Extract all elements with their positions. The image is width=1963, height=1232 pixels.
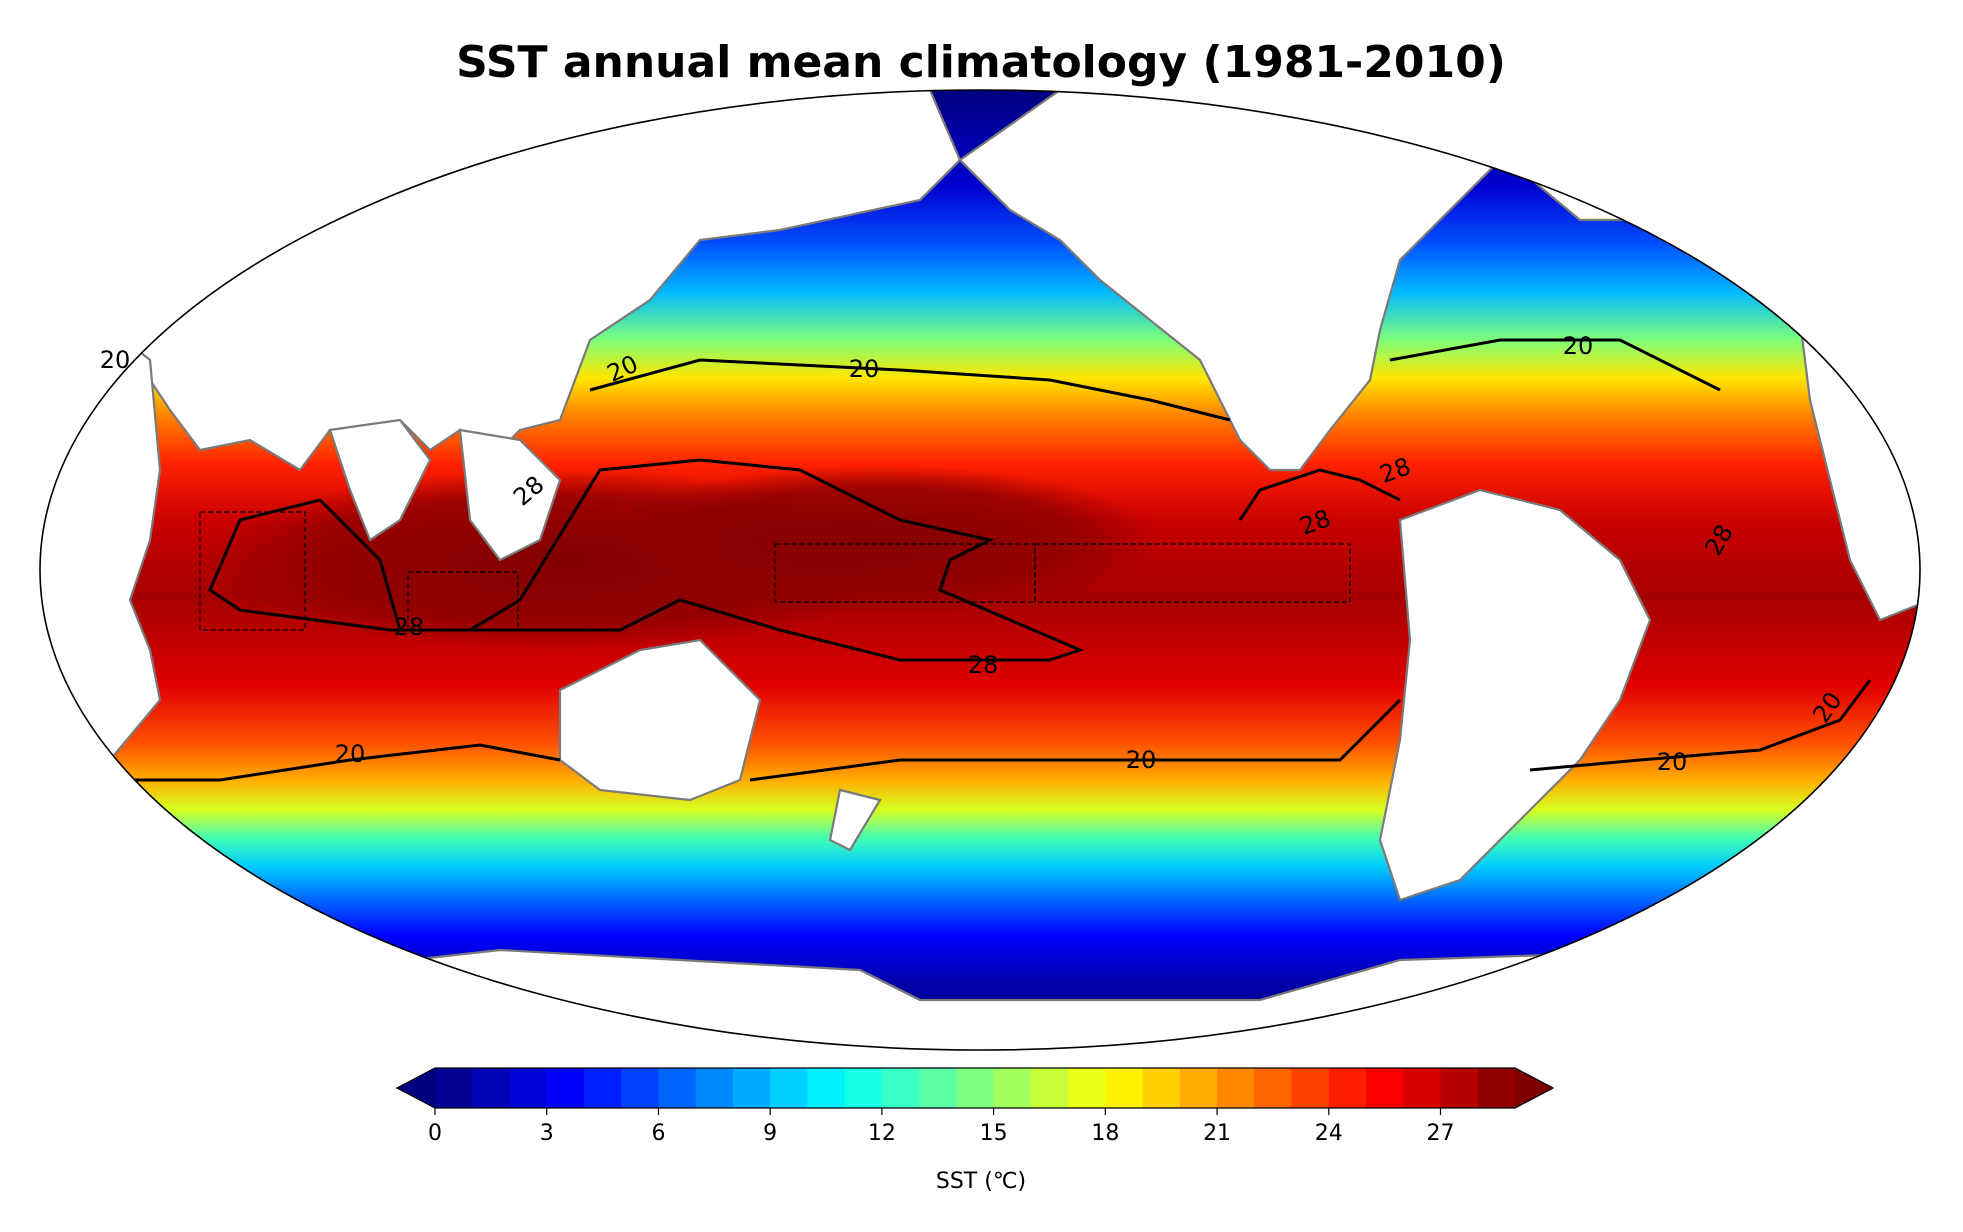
contour-28-warm-pool [208,458,1085,662]
contour-20-north-atlantic [1389,338,1721,392]
southeast-asia-landmass [458,428,562,562]
colorbar-segment [583,1068,622,1108]
map-area [40,90,1920,1050]
contour-label: 20 [849,355,880,383]
colorbar-segment [807,1068,846,1108]
contour-28-east-pacific [1238,468,1401,521]
colorbar-segment [844,1068,883,1108]
colorbar-ticks: 0 3 6 9 12 15 18 21 24 27 [428,1108,1455,1146]
colorbar-segment [435,1068,473,1108]
colorbar-tick-label: 6 [651,1121,665,1146]
colorbar-extend-min [397,1068,435,1108]
colorbar-tick-label: 3 [540,1121,554,1146]
south-america-landmass [1378,488,1652,902]
colorbar-segment [1291,1068,1330,1108]
colorbar-segment [472,1068,511,1108]
colorbar-segment [1366,1068,1404,1108]
contour-label: 20 [1563,332,1594,360]
colorbar-segment [770,1068,809,1108]
colorbar-tick-label: 0 [428,1121,442,1146]
pacific-warm-pool [600,465,1160,615]
contour-label: 28 [394,613,425,641]
colorbar-tick-label: 18 [1091,1121,1119,1146]
colorbar-segment [1217,1068,1255,1108]
contour-20-south-atlantic [1529,679,1872,772]
contour-20-north [589,358,1231,422]
colorbar-outline [395,1067,1555,1109]
map-title: SST annual mean climatology (1981-2010) [456,37,1506,88]
colorbar-tick-label: 21 [1203,1121,1231,1146]
contour-label: 20 [1126,746,1157,774]
contour-20-south-pacific [749,698,1402,782]
new-zealand [828,788,882,852]
contour-20-south [110,743,561,782]
colorbar-segment [1142,1068,1181,1108]
colorbar-segment [919,1068,957,1108]
colorbar-segment [695,1068,734,1108]
colorbar-label: SST (℃) [936,1169,1026,1194]
colorbar-tick-label: 9 [763,1121,777,1146]
box-western-indian-ocean [199,511,306,631]
box-eastern-indian-ocean [407,571,519,631]
contour-label: 20 [100,346,131,374]
colorbar-tick-label: 27 [1427,1121,1455,1146]
colorbar-segments [395,1067,1555,1109]
box-eastern-pacific [1034,543,1351,603]
map-boundary [39,89,1921,1051]
africa-landmass [40,298,162,782]
colorbar-segment [509,1068,548,1108]
colorbar-segment [1328,1068,1367,1108]
contour-label: 28 [968,651,999,679]
colorbar-extend-max [1515,1068,1553,1108]
colorbar-segment [1440,1068,1479,1108]
colorbar-segment [621,1068,660,1108]
colorbar-segment [1403,1068,1442,1108]
colorbar-segment [1477,1068,1516,1108]
contour-label: 20 [335,740,366,768]
colorbar-segment [732,1068,771,1108]
colorbar-segment [993,1068,1032,1108]
colorbar-tick-label: 15 [980,1121,1008,1146]
colorbar-segment [546,1068,585,1108]
colorbar-segment [1179,1068,1218,1108]
colorbar-segment [1254,1068,1293,1108]
colorbar-segment [1105,1068,1144,1108]
contour-label: 20 [1657,748,1688,776]
colorbar-segment [881,1068,920,1108]
colorbar-tick-label: 12 [868,1121,896,1146]
colorbar-tick-label: 24 [1315,1121,1343,1146]
indian-subcontinent [328,418,432,542]
colorbar: 0 3 6 9 12 15 18 21 24 27 SST (℃) [395,1067,1555,1194]
colorbar-segment [956,1068,995,1108]
colorbar-segment [658,1068,697,1108]
australia-landmass [558,638,762,802]
colorbar-segment [1030,1068,1069,1108]
colorbar-segment [1068,1068,1106,1108]
